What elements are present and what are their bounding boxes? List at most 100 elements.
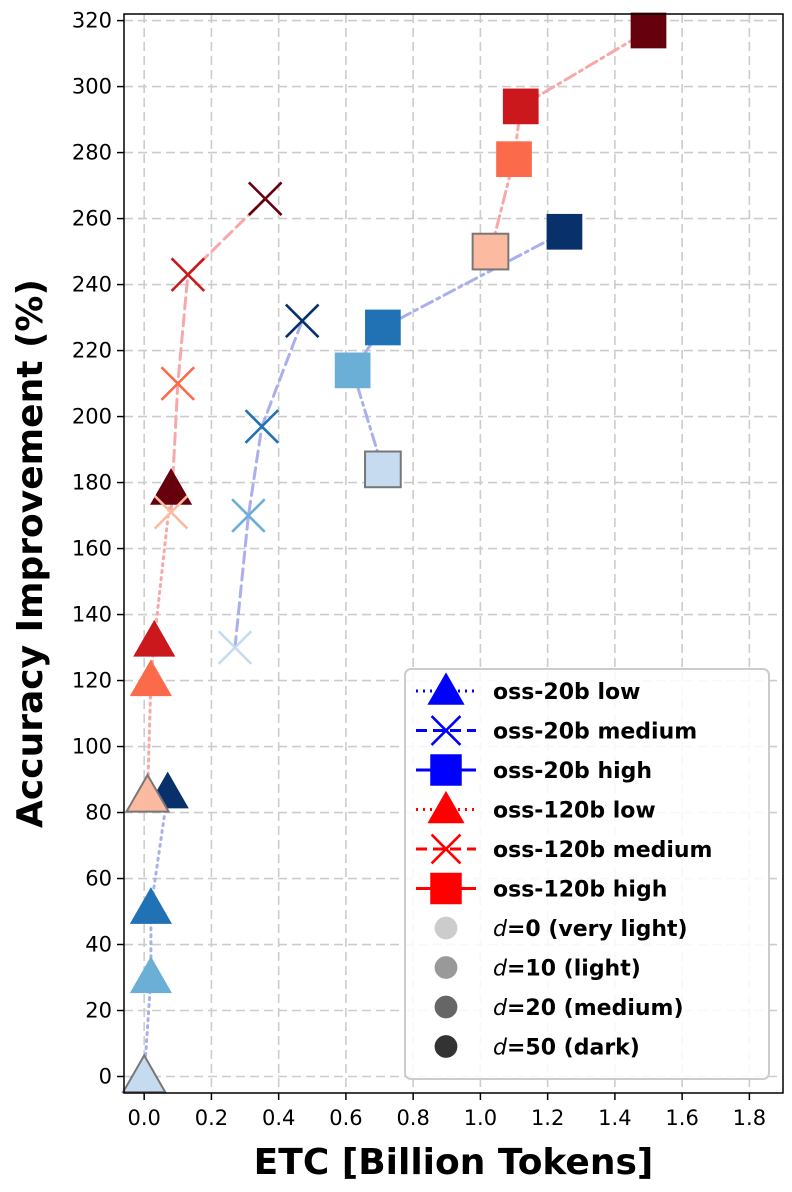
series-line-oss-20b-medium xyxy=(233,319,304,650)
x-tick-label: 0.2 xyxy=(195,1106,228,1130)
data-point-oss-20b-low-d0 xyxy=(121,1053,167,1094)
legend-marker-circle xyxy=(434,916,458,940)
legend-label: oss-120b low xyxy=(493,799,656,824)
legend-entry: oss-20b low xyxy=(416,672,640,705)
data-point-oss-20b-medium-d0 xyxy=(217,630,253,665)
x-tick-label: 1.6 xyxy=(665,1106,698,1130)
legend-label: d=0 (very light) xyxy=(493,917,688,942)
data-point-oss-120b-low-d20 xyxy=(133,619,176,657)
x-marker-stroke xyxy=(153,495,189,530)
legend-marker-triangle xyxy=(427,672,465,705)
data-point-oss-20b-low-d20 xyxy=(129,887,172,924)
x-tick-label: 0.0 xyxy=(127,1106,160,1130)
data-point-oss-20b-low-d10 xyxy=(129,956,172,994)
legend-entry: oss-120b high xyxy=(416,872,667,905)
series-line-oss-120b-medium xyxy=(169,197,267,514)
y-tick-label: 200 xyxy=(72,405,112,429)
legend-label: d=20 (medium) xyxy=(493,996,684,1021)
legend-entry: d=10 (light) xyxy=(434,956,641,982)
y-tick-label: 300 xyxy=(72,75,112,99)
plot-frame xyxy=(123,13,784,1094)
data-point-oss-20b-high-d10 xyxy=(334,352,371,389)
data-point-oss-20b-high-d0 xyxy=(364,450,402,489)
x-marker-stroke xyxy=(231,498,266,533)
data-point-oss-120b-high-d0 xyxy=(471,232,510,271)
x-marker-stroke xyxy=(217,630,253,665)
legend-label: oss-120b medium xyxy=(493,838,712,863)
legend-marker-square xyxy=(430,872,462,905)
legend-label: d=50 (dark) xyxy=(493,1036,640,1061)
data-point-oss-120b-high-d10 xyxy=(496,141,532,178)
legend-marker-x xyxy=(430,833,462,865)
data-point-oss-120b-low-d0 xyxy=(124,772,171,813)
y-tick-label: 160 xyxy=(72,537,112,561)
data-point-oss-120b-medium-d0 xyxy=(153,495,189,530)
y-tick-label: 0 xyxy=(99,1065,112,1089)
series-line-oss-20b-high xyxy=(350,230,566,471)
y-tick-label: 80 xyxy=(85,801,112,825)
y-tick-label: 140 xyxy=(72,603,112,627)
y-tick-label: 320 xyxy=(72,9,112,33)
legend-entry: d=0 (very light) xyxy=(434,916,688,942)
x-tick-label: 1.4 xyxy=(598,1106,631,1130)
data-point-oss-120b-medium-d50 xyxy=(247,181,283,217)
legend: oss-20b low oss-20b medium oss-20b high oss… xyxy=(404,668,770,1080)
legend-marker-triangle xyxy=(427,790,465,824)
y-tick-label: 260 xyxy=(72,207,112,231)
y-axis-title: Accuracy Improvement (%) xyxy=(10,279,51,828)
y-tick-label: 180 xyxy=(72,471,112,495)
x-marker-stroke xyxy=(160,366,196,401)
x-tick-label: 0.8 xyxy=(396,1106,429,1130)
legend-entry: oss-120b medium xyxy=(416,833,712,865)
legend-marker-square xyxy=(430,754,462,786)
axis-ticks: 0.0 0.2 0.4 0.6 0.8 1.0 1.2 1.4 1.6 1.8 0 20 40 60 80 1… xyxy=(72,9,766,1130)
legend-label: oss-20b low xyxy=(493,680,640,705)
legend-label: oss-20b medium xyxy=(493,720,697,745)
legend-entry: oss-20b medium xyxy=(416,715,697,746)
x-marker-stroke xyxy=(284,303,320,339)
data-point-oss-20b-medium-d50 xyxy=(284,303,320,339)
legend-entry: d=50 (dark) xyxy=(434,1035,640,1061)
x-tick-label: 1.0 xyxy=(464,1106,497,1130)
data-point-oss-20b-high-d20 xyxy=(365,309,401,346)
legend-marker-x xyxy=(430,715,462,746)
legend-label: d=10 (light) xyxy=(493,957,641,982)
legend-marker-circle xyxy=(434,956,458,979)
series-lines xyxy=(142,28,651,1079)
data-point-oss-120b-low-d10 xyxy=(129,659,172,697)
data-point-oss-120b-high-d20 xyxy=(502,88,539,125)
y-tick-label: 100 xyxy=(72,735,112,759)
x-marker-stroke xyxy=(430,833,462,865)
series-line-oss-20b-low xyxy=(142,791,170,1079)
y-tick-label: 60 xyxy=(85,867,112,891)
x-marker-stroke xyxy=(247,181,283,217)
y-tick-label: 280 xyxy=(72,141,112,165)
data-point-oss-120b-high-d50 xyxy=(630,12,667,49)
x-tick-label: 0.6 xyxy=(329,1106,362,1130)
x-marker-stroke xyxy=(170,257,206,292)
y-tick-label: 240 xyxy=(72,273,112,297)
series-line-oss-120b-low xyxy=(146,487,173,798)
data-point-oss-120b-low-d50 xyxy=(149,468,193,505)
x-tick-label: 1.2 xyxy=(531,1106,564,1130)
legend-label: oss-20b high xyxy=(493,759,652,784)
data-points xyxy=(121,12,667,1094)
data-point-oss-20b-medium-d20 xyxy=(244,409,280,444)
x-axis-title: ETC [Billion Tokens] xyxy=(254,1142,654,1183)
legend-label: oss-120b high xyxy=(493,878,667,903)
data-point-oss-20b-high-d50 xyxy=(546,213,583,250)
legend-box xyxy=(404,668,770,1080)
data-point-oss-120b-medium-d10 xyxy=(160,366,196,401)
legend-marker-circle xyxy=(434,995,458,1019)
x-tick-label: 0.4 xyxy=(262,1106,295,1130)
data-point-oss-20b-medium-d10 xyxy=(231,498,266,533)
y-tick-label: 40 xyxy=(85,933,112,957)
legend-entry: oss-20b high xyxy=(416,754,652,786)
x-marker-stroke xyxy=(244,409,280,444)
data-point-oss-120b-medium-d20 xyxy=(170,257,206,292)
legend-entry: d=20 (medium) xyxy=(434,995,684,1021)
y-tick-label: 220 xyxy=(72,339,112,363)
legend-entry: oss-120b low xyxy=(416,790,656,824)
x-tick-label: 1.8 xyxy=(733,1106,766,1130)
